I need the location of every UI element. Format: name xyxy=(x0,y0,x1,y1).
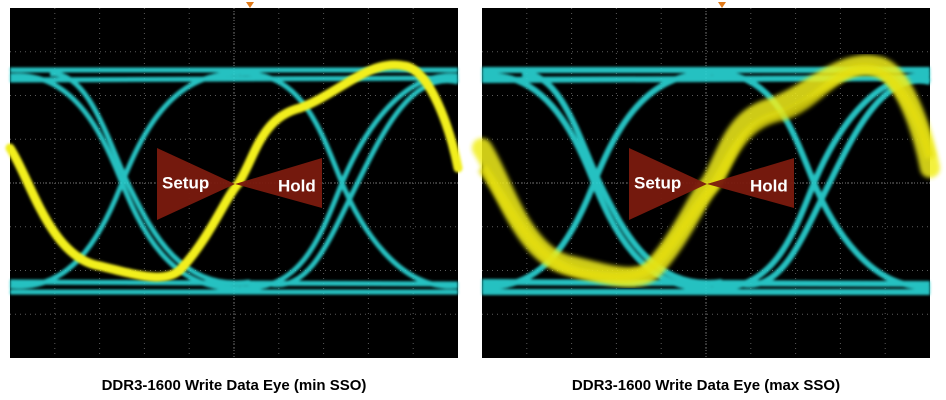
eye-trace xyxy=(9,73,241,291)
data-trace xyxy=(477,64,935,282)
eye-trace xyxy=(9,75,459,83)
caption: DDR3-1600 Write Data Eye (min SSO) xyxy=(102,377,367,394)
eye-traces xyxy=(481,67,931,295)
hold-wedge xyxy=(235,158,322,208)
eye-trace xyxy=(521,70,723,287)
setup-label: Setup xyxy=(634,173,681,192)
hold-label: Hold xyxy=(750,176,788,195)
scope-panel: Setup Hold xyxy=(472,2,940,358)
eye-trace xyxy=(481,75,931,83)
eye-trace xyxy=(9,71,241,289)
setup-wedge xyxy=(157,148,235,220)
setup-wedge xyxy=(629,148,707,220)
scope-panel: Setup Hold xyxy=(5,2,463,358)
trigger-marker xyxy=(718,2,726,8)
eye-trace xyxy=(481,70,713,290)
trigger-marker xyxy=(246,2,254,8)
eye-traces xyxy=(9,67,459,295)
eye-trace xyxy=(269,78,459,288)
eye-trace xyxy=(711,70,931,290)
eye-trace xyxy=(239,73,459,291)
eye-trace xyxy=(49,71,251,286)
caption: DDR3-1600 Write Data Eye (max SSO) xyxy=(572,377,840,394)
hold-label: Hold xyxy=(278,176,316,195)
setup-label: Setup xyxy=(162,173,209,192)
hold-wedge xyxy=(707,158,794,208)
eye-trace xyxy=(711,72,931,292)
eye-trace xyxy=(239,71,459,289)
